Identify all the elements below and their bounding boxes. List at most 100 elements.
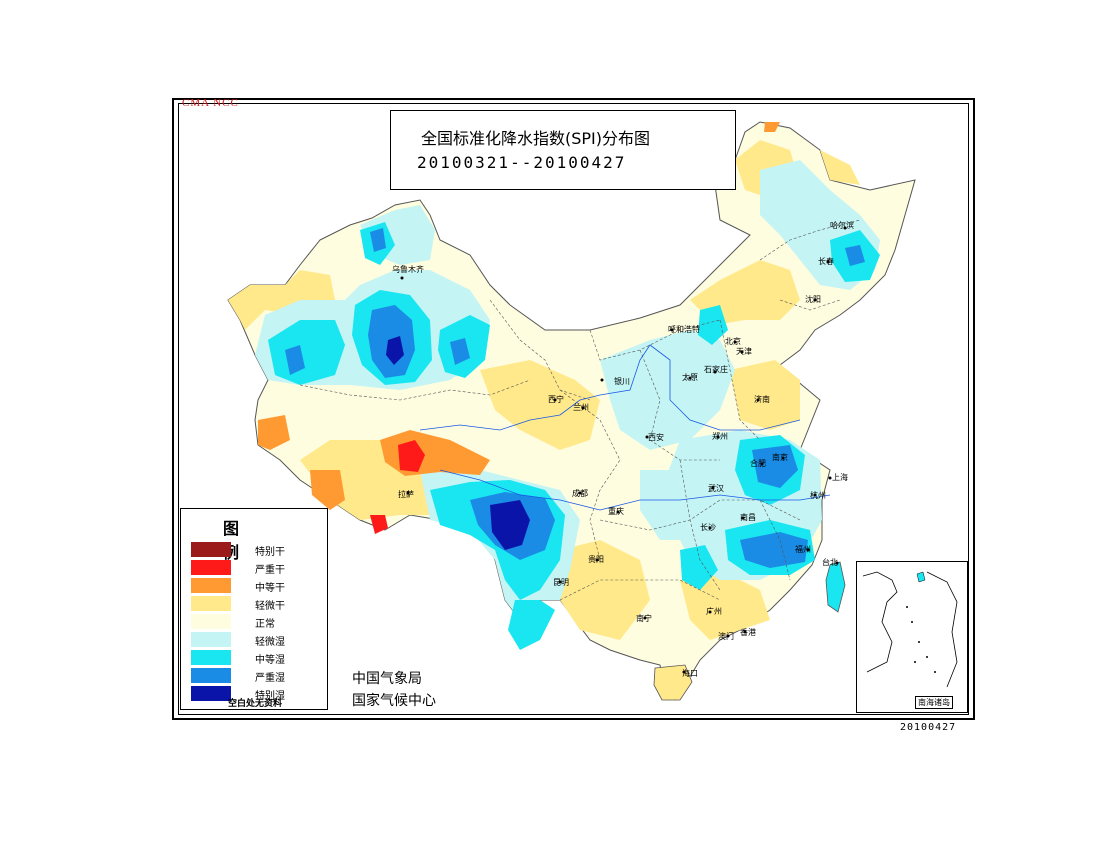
legend-label: 正常 [255, 619, 275, 630]
legend-label: 严重干 [255, 565, 285, 576]
city-dot [595, 558, 599, 562]
date-stamp: 20100427 [900, 722, 957, 733]
city-dot [835, 561, 839, 565]
legend: 图 例 特别干 严重干 中等干 轻微干 正常 轻微湿 中等湿 严重湿 特别湿 空白处无资料 [180, 508, 328, 710]
legend-swatch [191, 578, 231, 593]
city-dot [406, 491, 410, 495]
city-dot [760, 462, 764, 466]
hainan-island [653, 664, 693, 701]
legend-swatch [191, 650, 231, 665]
legend-swatch [191, 542, 231, 557]
agency-line-1: 中国气象局 [352, 671, 422, 687]
city-dot [743, 630, 747, 634]
city-dot [688, 376, 692, 380]
city-label: 呼和浩特 [668, 324, 700, 334]
city-label: 上海 [832, 472, 848, 482]
legend-label: 轻微湿 [255, 637, 285, 648]
legend-label: 轻微干 [255, 601, 285, 612]
city-dot [645, 435, 649, 439]
legend-item: 轻微干 [191, 595, 321, 613]
inset-label: 南海诸岛 [915, 696, 953, 709]
city-dot [581, 406, 585, 410]
city-label: 武汉 [708, 483, 724, 493]
city-label: 广州 [706, 606, 722, 616]
city-label: 南京 [772, 452, 788, 462]
city-label: 长春 [818, 256, 834, 266]
legend-item: 中等干 [191, 577, 321, 595]
legend-label: 特别湿 [255, 691, 285, 702]
city-label: 福州 [795, 545, 811, 554]
city-dot [726, 634, 730, 638]
city-label: 贵阳 [588, 554, 604, 564]
city-dot [616, 510, 620, 514]
legend-swatch [191, 686, 231, 701]
city-dot [682, 670, 686, 674]
city-dot [578, 491, 582, 495]
city-label: 重庆 [608, 506, 624, 516]
legend-label: 中等湿 [255, 655, 285, 666]
city-dot [740, 350, 744, 354]
inset-map [862, 571, 958, 688]
city-label: 海口 [682, 668, 698, 678]
city-label: 南昌 [740, 512, 756, 522]
city-label: 西宁 [548, 394, 564, 404]
legend-swatch [191, 614, 231, 629]
city-label: 郑州 [712, 431, 728, 441]
title-box: 全国标准化降水指数(SPI)分布图 20100321--20100427 [390, 110, 736, 190]
city-dot [843, 226, 847, 230]
city-dot [708, 526, 712, 530]
legend-item: 正常 [191, 613, 321, 631]
city-dot [813, 493, 817, 497]
city-dot [711, 486, 715, 490]
city-label: 乌鲁木齐 [392, 264, 424, 274]
city-dot [756, 398, 760, 402]
city-label: 南宁 [636, 613, 652, 623]
city-label: 长沙 [700, 522, 716, 532]
city-markers [400, 226, 847, 674]
rivers [419, 344, 831, 511]
city-dot [553, 398, 557, 402]
city-dot [828, 476, 832, 480]
city-label: 澳门 [718, 631, 734, 641]
city-dot [741, 516, 745, 520]
city-label: 台北 [822, 557, 838, 567]
map-period: 20100321--20100427 [417, 153, 627, 172]
city-label: 西安 [648, 432, 664, 442]
city-dot [643, 616, 647, 620]
legend-swatch [191, 632, 231, 647]
map-frame-inner [178, 103, 969, 715]
legend-item: 特别干 [191, 541, 321, 559]
city-label: 拉萨 [398, 489, 414, 499]
city-dot [806, 548, 810, 552]
legend-item: 中等湿 [191, 649, 321, 667]
agency-line-2: 国家气候中心 [352, 693, 436, 709]
legend-item: 特别湿 [191, 685, 321, 703]
city-label: 哈尔滨 [830, 220, 854, 230]
city-dot [826, 260, 830, 264]
city-label: 银川 [614, 376, 630, 386]
legend-label: 严重湿 [255, 673, 285, 684]
city-dot [670, 328, 674, 332]
city-label: 成都 [572, 488, 588, 498]
city-label: 太原 [682, 372, 698, 382]
city-label: 济南 [754, 394, 770, 404]
legend-swatch [191, 560, 231, 575]
city-dot [813, 298, 817, 302]
legend-swatch [191, 596, 231, 611]
city-label: 合肥 [750, 458, 766, 468]
city-dot [708, 610, 712, 614]
city-label: 兰州 [573, 402, 589, 412]
city-label: 北京 [725, 336, 741, 346]
city-dot [716, 435, 720, 439]
legend-note: 空白处无资料 [227, 699, 282, 709]
city-label: 天津 [736, 346, 752, 356]
city-dot [600, 378, 604, 382]
wet-extreme-areas [386, 336, 530, 550]
map-frame-outer [172, 98, 975, 720]
map-title: 全国标准化降水指数(SPI)分布图 [421, 129, 651, 148]
city-label: 沈阳 [805, 294, 821, 304]
city-label: 杭州 [810, 490, 826, 500]
legend-item: 严重干 [191, 559, 321, 577]
taiwan-island [825, 561, 846, 613]
